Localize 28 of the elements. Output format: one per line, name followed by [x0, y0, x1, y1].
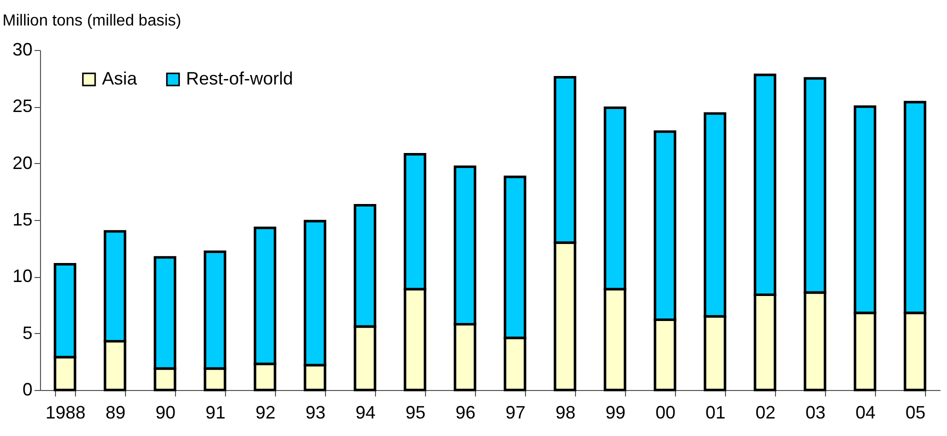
x-tick-label: 99: [605, 402, 626, 422]
y-tick-label: 25: [12, 96, 32, 116]
x-tick-label: 91: [205, 402, 226, 422]
x-tick-label: 05: [905, 402, 926, 422]
x-tick-label: 98: [555, 402, 576, 422]
x-tick-label: 01: [705, 402, 726, 422]
x-tick-label: 96: [455, 402, 476, 422]
x-tick-label: 95: [405, 402, 426, 422]
y-tick-label: 30: [12, 40, 32, 60]
y-tick-label: 15: [12, 210, 32, 230]
y-tick-label: 0: [22, 380, 32, 400]
x-tick-label: 04: [855, 402, 876, 422]
y-tick-label: 20: [12, 152, 32, 173]
y-tick-label: 10: [12, 266, 32, 286]
legend-label: Asia: [102, 68, 138, 88]
x-tick-label: 89: [105, 402, 126, 422]
x-tick-label: 90: [155, 402, 176, 422]
legend-label: Rest-of-world: [186, 68, 294, 88]
x-tick-label: 00: [655, 402, 676, 422]
x-tick-label: 92: [255, 402, 276, 422]
x-tick-label: 97: [505, 402, 526, 422]
x-tick-label: 1988: [45, 402, 86, 422]
y-tick-label: 5: [22, 322, 32, 343]
y-axis-title: Million tons (milled basis): [2, 12, 182, 30]
x-tick-label: 94: [355, 402, 376, 422]
x-tick-label: 02: [755, 402, 776, 422]
x-tick-label: 03: [805, 402, 826, 422]
x-tick-label: 93: [305, 402, 326, 422]
